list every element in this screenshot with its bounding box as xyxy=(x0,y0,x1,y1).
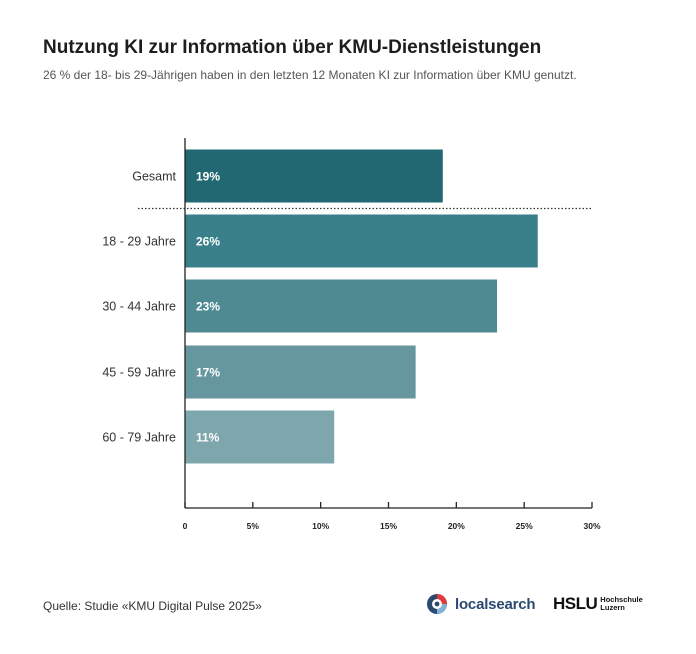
localsearch-icon xyxy=(427,594,447,614)
x-tick-label-3: 15% xyxy=(380,521,397,531)
category-label-4: 60 - 79 Jahre xyxy=(102,431,176,445)
hslu-sub-line-1: Hochschule xyxy=(600,595,643,604)
bar-chart: 19% Gesamt 26% 18 - 29 Jahre 23% 30 - 44 Jahr… xyxy=(102,138,601,531)
bar-4 xyxy=(185,410,335,464)
category-label-0: Gesamt xyxy=(132,170,176,184)
localsearch-logo: localsearch xyxy=(425,592,536,616)
hslu-sub-line-2: Luzern xyxy=(600,603,625,612)
category-label-1: 18 - 29 Jahre xyxy=(102,235,176,249)
localsearch-wordmark: localsearch xyxy=(455,595,536,613)
bar-2 xyxy=(185,279,498,333)
x-tick-label-5: 25% xyxy=(516,521,533,531)
hslu-wordmark: HSLU xyxy=(553,594,598,613)
bar-3 xyxy=(185,345,416,399)
data-label-0: 19% xyxy=(196,170,220,184)
data-label-3: 17% xyxy=(196,366,220,380)
data-label-4: 11% xyxy=(196,431,220,445)
data-label-1: 26% xyxy=(196,235,220,249)
bar-1 xyxy=(185,214,538,268)
data-label-2: 23% xyxy=(196,300,220,314)
x-tick-label-4: 20% xyxy=(448,521,465,531)
x-tick-label-2: 10% xyxy=(312,521,329,531)
chart-title: Nutzung KI zur Information über KMU-Dien… xyxy=(43,37,542,58)
x-tick-label-0: 0 xyxy=(183,521,188,531)
chart-subtitle: 26 % der 18- bis 29-Jährigen haben in de… xyxy=(43,68,577,82)
category-label-3: 45 - 59 Jahre xyxy=(102,366,176,380)
x-tick-label-1: 5% xyxy=(247,521,260,531)
source-note: Quelle: Studie «KMU Digital Pulse 2025» xyxy=(43,599,262,613)
category-label-2: 30 - 44 Jahre xyxy=(102,300,176,314)
x-tick-label-6: 30% xyxy=(583,521,600,531)
hslu-logo: HSLU Hochschule Luzern xyxy=(553,594,643,614)
bar-0 xyxy=(185,149,443,203)
